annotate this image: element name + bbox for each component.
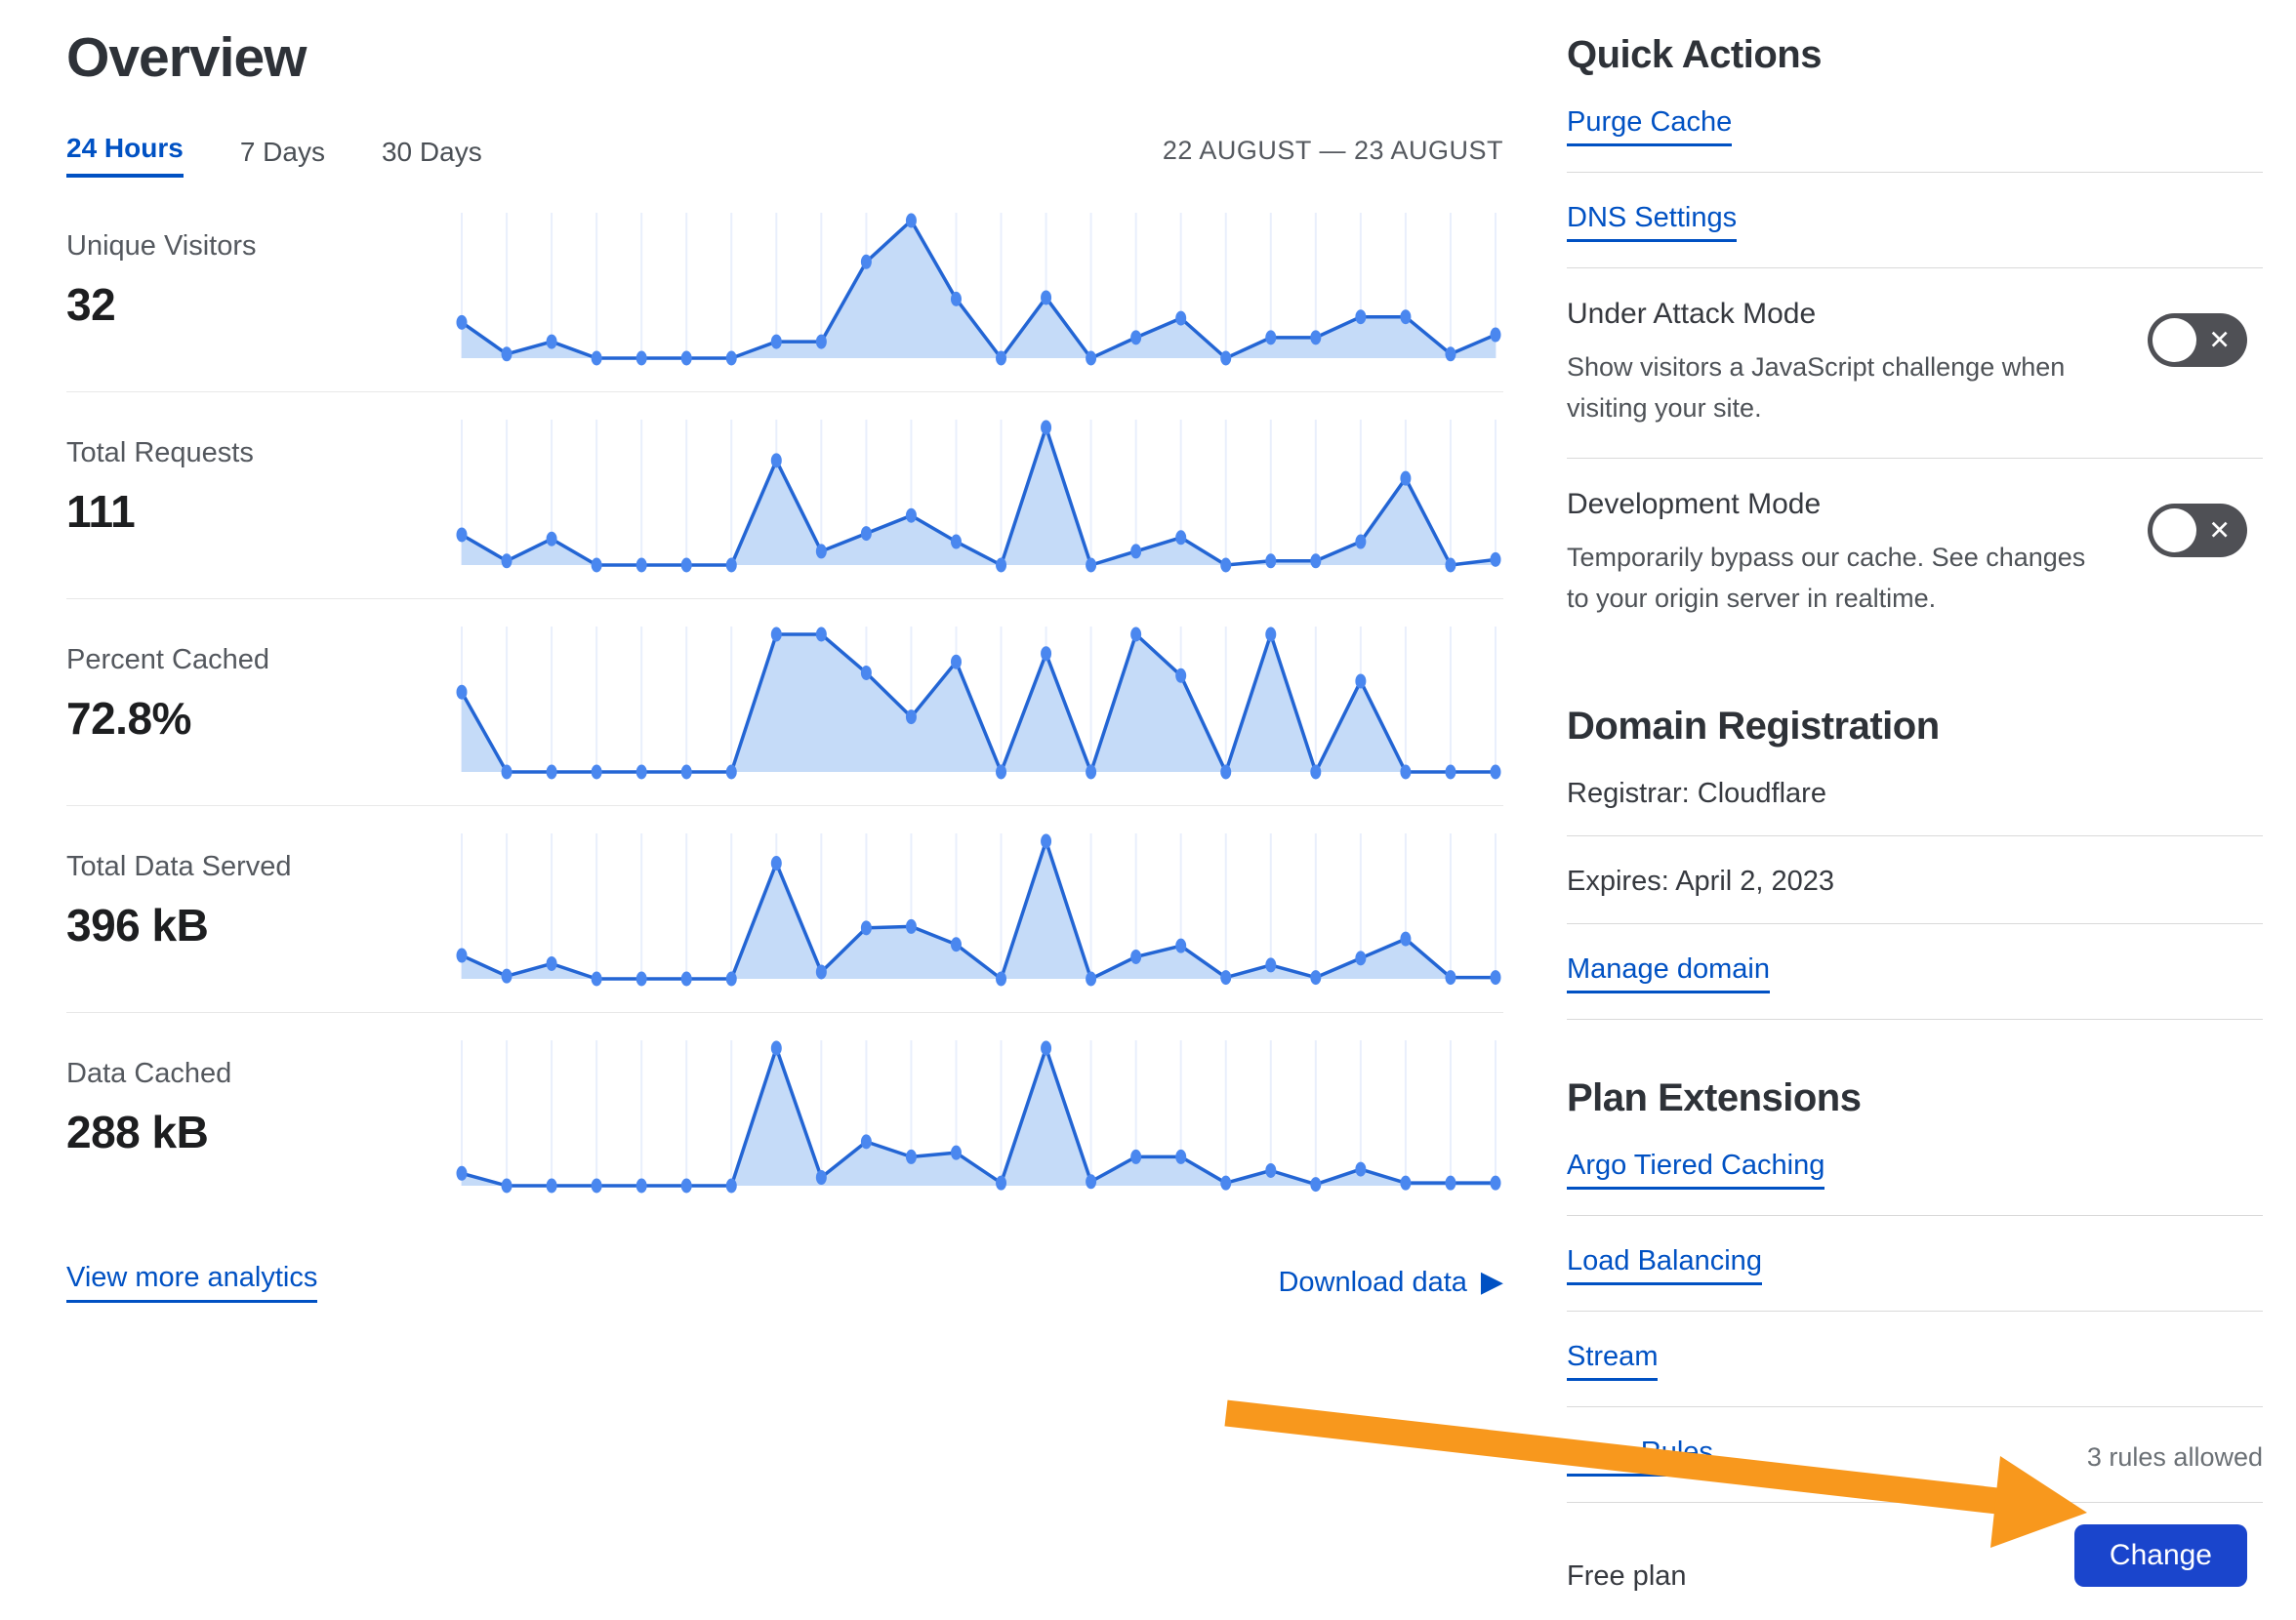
page-rules-link[interactable]: Page Rules <box>1567 1437 1713 1477</box>
tab-24-hours[interactable]: 24 Hours <box>66 133 184 178</box>
dns-settings-row: DNS Settings <box>1567 173 2263 268</box>
metric-label: Unique Visitors <box>66 230 257 262</box>
page-title: Overview <box>66 26 308 89</box>
argo-tiered-caching-row: Argo Tiered Caching <box>1567 1120 2263 1216</box>
change-plan-button[interactable]: Change <box>2073 1524 2247 1587</box>
argo-tiered-caching-link[interactable]: Argo Tiered Caching <box>1567 1150 1825 1190</box>
expires-value: Expires: April 2, 2023 <box>1567 866 1835 897</box>
metric-row-data-cached: Data Cached 288 kB <box>66 1013 1503 1219</box>
metric-row-total-requests: Total Requests 111 <box>66 392 1503 599</box>
toggle-off-icon: ✕ <box>2208 325 2231 354</box>
domain-registration-heading: Domain Registration <box>1567 705 1940 748</box>
registrar-row: Registrar: Cloudflare <box>1567 749 2263 836</box>
registrar-value: Registrar: Cloudflare <box>1567 778 1826 809</box>
analytics-main-panel: Overview 24 Hours 7 Days 30 Days 22 AUGU… <box>66 0 1503 1303</box>
page-rules-allowance-note: 3 rules allowed <box>2086 1442 2263 1472</box>
current-plan-label: Free plan <box>1567 1559 1687 1592</box>
under-attack-mode-toggle[interactable]: ✕ <box>2148 313 2247 367</box>
load-balancing-row: Load Balancing <box>1567 1216 2263 1312</box>
purge-cache-link[interactable]: Purge Cache <box>1567 106 1733 146</box>
time-range-tabs: 24 Hours 7 Days 30 Days 22 AUGUST — 23 A… <box>66 133 1503 178</box>
tab-7-days[interactable]: 7 Days <box>239 137 325 167</box>
sparkline-chart-percent-cached <box>454 623 1503 789</box>
date-range-label: 22 AUGUST — 23 AUGUST <box>1162 136 1503 165</box>
metric-label: Data Cached <box>66 1058 232 1089</box>
metric-value: 396 kB <box>66 900 209 951</box>
metric-label: Total Data Served <box>66 851 292 882</box>
metric-row-unique-visitors: Unique Visitors 32 <box>66 185 1503 392</box>
development-mode-toggle[interactable]: ✕ <box>2148 504 2247 557</box>
view-more-analytics-link[interactable]: View more analytics <box>66 1262 318 1303</box>
metrics-list: Unique Visitors 32 Total Requests 111 Pe… <box>66 185 1503 1219</box>
purge-cache-row: Purge Cache <box>1567 77 2263 173</box>
toggle-knob <box>2152 318 2196 362</box>
development-mode-description: Temporarily bypass our cache. See change… <box>1567 543 2086 613</box>
dns-settings-link[interactable]: DNS Settings <box>1567 202 1738 242</box>
metric-label: Percent Cached <box>66 644 269 675</box>
plan-row: Free plan Change <box>1567 1503 2263 1620</box>
metric-row-percent-cached: Percent Cached 72.8% <box>66 599 1503 806</box>
metric-value: 32 <box>66 279 116 330</box>
toggle-off-icon: ✕ <box>2208 515 2231 545</box>
page-rules-row: Page Rules 3 rules allowed <box>1567 1407 2263 1503</box>
play-icon: ▶ <box>1480 1266 1503 1298</box>
toggle-knob <box>2152 508 2196 552</box>
metric-label: Total Requests <box>66 437 254 468</box>
sparkline-chart-data-cached <box>454 1036 1503 1202</box>
sparkline-chart-unique-visitors <box>454 209 1503 375</box>
development-mode-title: Development Mode <box>1567 488 1822 520</box>
quick-actions-heading: Quick Actions <box>1567 33 1822 76</box>
metric-row-total-data-served: Total Data Served 396 kB <box>66 806 1503 1013</box>
tab-30-days[interactable]: 30 Days <box>381 137 482 167</box>
analytics-footer-links: View more analytics Download data ▶ <box>66 1262 1503 1303</box>
load-balancing-link[interactable]: Load Balancing <box>1567 1245 1762 1285</box>
metric-value: 72.8% <box>66 693 191 744</box>
stream-row: Stream <box>1567 1312 2263 1407</box>
manage-domain-link[interactable]: Manage domain <box>1567 953 1770 993</box>
stream-link[interactable]: Stream <box>1567 1341 1659 1381</box>
plan-extensions-heading: Plan Extensions <box>1567 1076 1862 1119</box>
development-mode-row: Development Mode Temporarily bypass our … <box>1567 459 2263 648</box>
sidebar-panel: Quick Actions Purge Cache DNS Settings U… <box>1567 0 2263 1620</box>
download-data-label: Download data <box>1278 1266 1467 1298</box>
expires-row: Expires: April 2, 2023 <box>1567 836 2263 924</box>
sparkline-chart-total-requests <box>454 416 1503 582</box>
sparkline-chart-total-data-served <box>454 830 1503 995</box>
under-attack-mode-title: Under Attack Mode <box>1567 298 1817 330</box>
manage-domain-row: Manage domain <box>1567 924 2263 1020</box>
metric-value: 111 <box>66 486 136 537</box>
under-attack-mode-row: Under Attack Mode Show visitors a JavaSc… <box>1567 268 2263 459</box>
metric-value: 288 kB <box>66 1107 209 1157</box>
download-data-link[interactable]: Download data ▶ <box>1278 1267 1503 1299</box>
under-attack-mode-description: Show visitors a JavaScript challenge whe… <box>1567 352 2066 423</box>
